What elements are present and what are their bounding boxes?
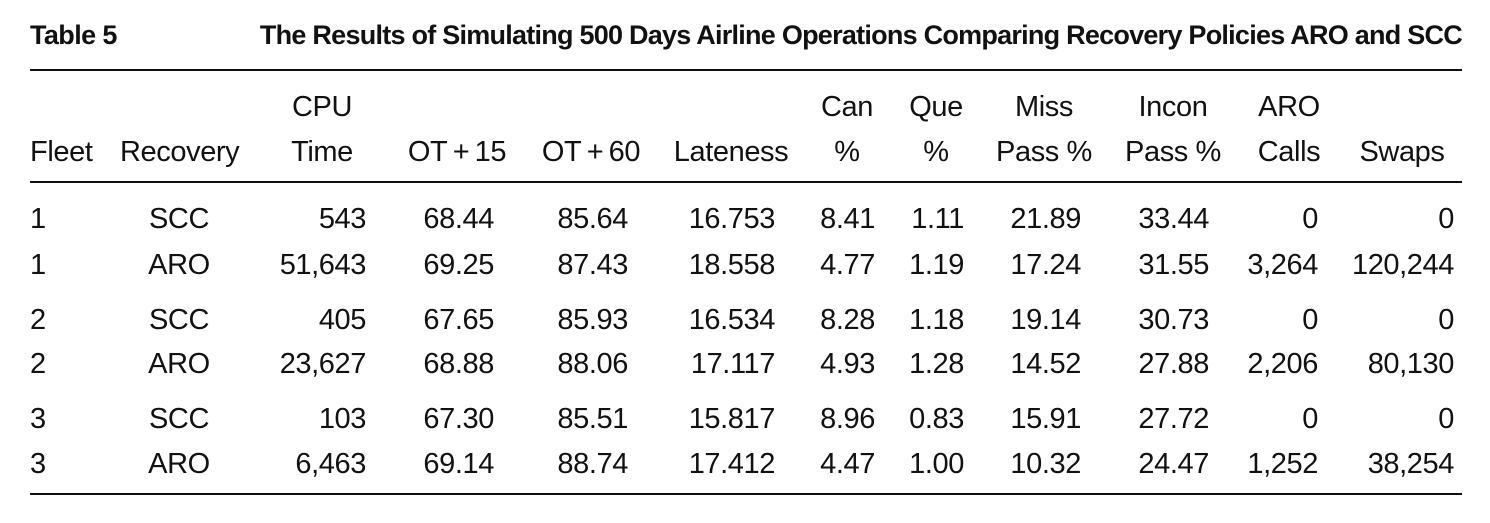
table-cell: 1.18 (909, 304, 964, 336)
table-cell: 8.96 (820, 403, 875, 435)
bottom-rule (30, 493, 1462, 495)
table-cell: 0 (1302, 203, 1318, 235)
table-cell: 0 (1302, 304, 1318, 336)
table-cell: ARO (148, 348, 210, 380)
table-cell: 85.64 (557, 203, 628, 235)
table-cell: 0 (1438, 304, 1454, 336)
column-header-line2: Calls (1257, 136, 1321, 168)
table-cell: 85.93 (557, 304, 628, 336)
table-cell: 1 (30, 249, 46, 281)
column-header-line2: OT + 15 (407, 136, 507, 168)
table-cell: 16.534 (688, 304, 776, 336)
table-cell: 543 (318, 203, 367, 235)
table-cell: 1.19 (909, 249, 964, 281)
table-cell: 15.91 (1010, 403, 1081, 435)
column-header-line2: Fleet (30, 136, 93, 168)
table-cell: 120,244 (1351, 249, 1454, 281)
table-cell: 17.117 (690, 348, 776, 380)
column-header-line2: % (923, 136, 949, 168)
column-header-line2: OT + 60 (541, 136, 641, 168)
table-label: Table 5 (30, 20, 117, 50)
table-cell: 16.753 (688, 203, 776, 235)
column-header-line2: Pass % (1125, 136, 1221, 168)
table-cell: 4.47 (820, 448, 875, 480)
table-cell: ARO (148, 249, 210, 281)
table-cell: 88.06 (557, 348, 628, 380)
table-cell: 30.73 (1138, 304, 1209, 336)
column-header-line1: Incon (1138, 91, 1208, 123)
table-cell: 69.14 (423, 448, 494, 480)
table-cell: 4.77 (820, 249, 875, 281)
table-cell: 33.44 (1138, 203, 1209, 235)
table-cell: 24.47 (1138, 448, 1209, 480)
table-cell: 27.72 (1138, 403, 1209, 435)
table-cell: 17.412 (688, 448, 776, 480)
column-header-line1: Miss (1014, 91, 1073, 123)
table-cell: 67.65 (423, 304, 494, 336)
table-cell: 1.11 (911, 203, 964, 235)
table-cell: 80,130 (1367, 348, 1455, 380)
column-header-line2: % (834, 136, 860, 168)
table-cell: 0 (1438, 203, 1454, 235)
column-header-line1: ARO (1258, 91, 1320, 123)
table-cell: 0 (1302, 403, 1318, 435)
table-cell: 15.817 (688, 403, 776, 435)
table-cell: 87.43 (557, 249, 628, 281)
table-cell: 68.44 (423, 203, 494, 235)
table-cell: 8.28 (820, 304, 875, 336)
table-title: The Results of Simulating 500 Days Airli… (259, 20, 1463, 50)
table-cell: 2 (30, 304, 46, 336)
column-header-line2: Swaps (1359, 136, 1445, 168)
table-cell: 10.32 (1010, 448, 1081, 480)
table-cell: 68.88 (423, 348, 494, 380)
column-header-line1: Can (821, 91, 873, 123)
column-header-line2: Time (291, 136, 353, 168)
table-cell: 4.93 (820, 348, 875, 380)
table-cell: 103 (318, 403, 367, 435)
table-cell: 88.74 (557, 448, 628, 480)
table-cell: 14.52 (1010, 348, 1081, 380)
column-header-line1: Que (909, 91, 963, 123)
table-cell: 31.55 (1138, 249, 1209, 281)
column-header-line2: Recovery (120, 136, 240, 168)
column-header-line1: CPU (291, 91, 353, 123)
table-cell: 2 (30, 348, 46, 380)
table-cell: 27.88 (1138, 348, 1209, 380)
table-cell: 8.41 (820, 203, 875, 235)
column-header-line2: Lateness (673, 136, 789, 168)
table-cell: 405 (318, 304, 367, 336)
table-cell: 3,264 (1247, 249, 1318, 281)
table-cell: ARO (148, 448, 210, 480)
table-cell: 3 (30, 403, 46, 435)
table-cell: 1.00 (909, 448, 964, 480)
table-caption: Table 5 The Results of Simulating 500 Da… (30, 20, 1463, 60)
table-cell: 23,627 (279, 348, 367, 380)
column-header-line2: Pass % (996, 136, 1092, 168)
table-cell: 3 (30, 448, 46, 480)
table-cell: 2,206 (1247, 348, 1318, 380)
header-rule (30, 181, 1462, 183)
table-cell: 6,463 (295, 448, 366, 480)
table-cell: 21.89 (1010, 203, 1081, 235)
table-cell: SCC (148, 403, 210, 435)
table-cell: 38,254 (1367, 448, 1455, 480)
table-cell: 1 (30, 203, 46, 235)
table-cell: 1,252 (1247, 448, 1318, 480)
table-cell: 19.14 (1010, 304, 1081, 336)
table-cell: 67.30 (423, 403, 494, 435)
table-cell: 51,643 (279, 249, 367, 281)
table-cell: 85.51 (557, 403, 628, 435)
table-cell: 0.83 (909, 403, 964, 435)
table-cell: 17.24 (1010, 249, 1081, 281)
table-cell: SCC (148, 203, 210, 235)
top-rule (30, 69, 1462, 71)
table-cell: SCC (148, 304, 210, 336)
table-cell: 1.28 (909, 348, 964, 380)
table-cell: 69.25 (423, 249, 494, 281)
table-cell: 0 (1438, 403, 1454, 435)
table-cell: 18.558 (688, 249, 776, 281)
